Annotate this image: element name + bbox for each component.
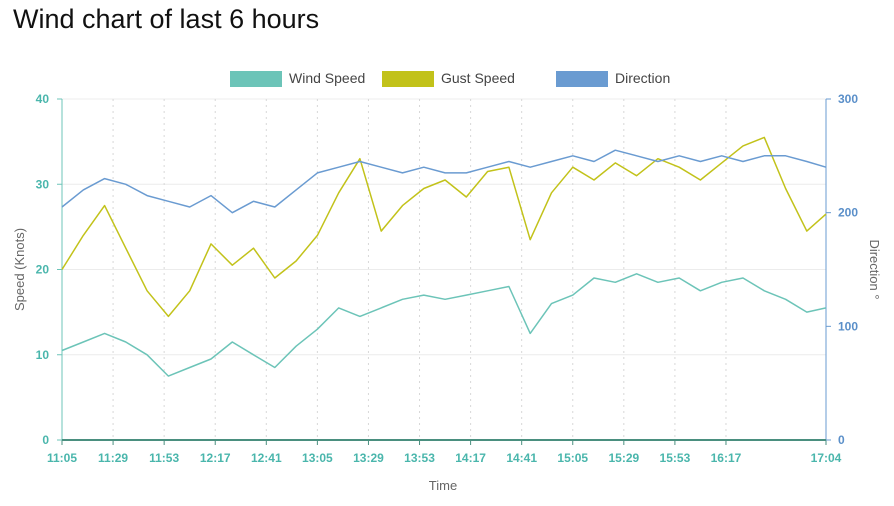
series-line-gust-speed — [61, 136, 827, 318]
x-tick-label: 13:05 — [302, 451, 333, 465]
y-axis-title: Speed (Knots) — [12, 228, 27, 311]
x-tick-label: 11:53 — [149, 451, 179, 465]
legend-label-gust-speed: Gust Speed — [441, 70, 515, 86]
x-tick-label: 15:05 — [557, 451, 588, 465]
x-tick-label: 12:17 — [200, 451, 231, 465]
legend-label-direction: Direction — [615, 70, 670, 86]
x-tick-label: 14:17 — [455, 451, 486, 465]
legend-swatch-direction — [556, 71, 608, 87]
y-right-tick-label: 100 — [838, 319, 858, 333]
x-tick-label: 13:29 — [353, 451, 384, 465]
legend-swatch-gust-speed — [382, 71, 434, 87]
x-tick-label: 17:04 — [811, 451, 842, 465]
y-tick-label: 20 — [36, 263, 50, 277]
x-tick-label: 16:17 — [711, 451, 742, 465]
x-tick-label: 13:53 — [404, 451, 435, 465]
x-tick-label: 11:29 — [98, 451, 128, 465]
x-tick-label: 11:05 — [47, 451, 77, 465]
x-tick-label: 14:41 — [506, 451, 537, 465]
y-tick-label: 10 — [36, 348, 50, 362]
y-right-tick-label: 300 — [838, 92, 858, 106]
y-tick-label: 0 — [42, 433, 49, 447]
y-right-tick-label: 0 — [838, 433, 845, 447]
y-tick-label: 30 — [36, 177, 50, 191]
series-line-direction — [61, 149, 827, 214]
x-tick-label: 15:53 — [660, 451, 691, 465]
series-line-wind-speed — [61, 273, 827, 377]
y-tick-label: 40 — [36, 92, 50, 106]
chart-title: Wind chart of last 6 hours — [13, 4, 320, 34]
legend-swatch-wind-speed — [230, 71, 282, 87]
y-right-tick-label: 200 — [838, 206, 858, 220]
x-axis-title: Time — [429, 478, 457, 493]
x-tick-label: 12:41 — [251, 451, 282, 465]
y-right-axis-title: Direction ° — [867, 239, 882, 299]
x-tick-label: 15:29 — [608, 451, 639, 465]
legend-label-wind-speed: Wind Speed — [289, 70, 365, 86]
